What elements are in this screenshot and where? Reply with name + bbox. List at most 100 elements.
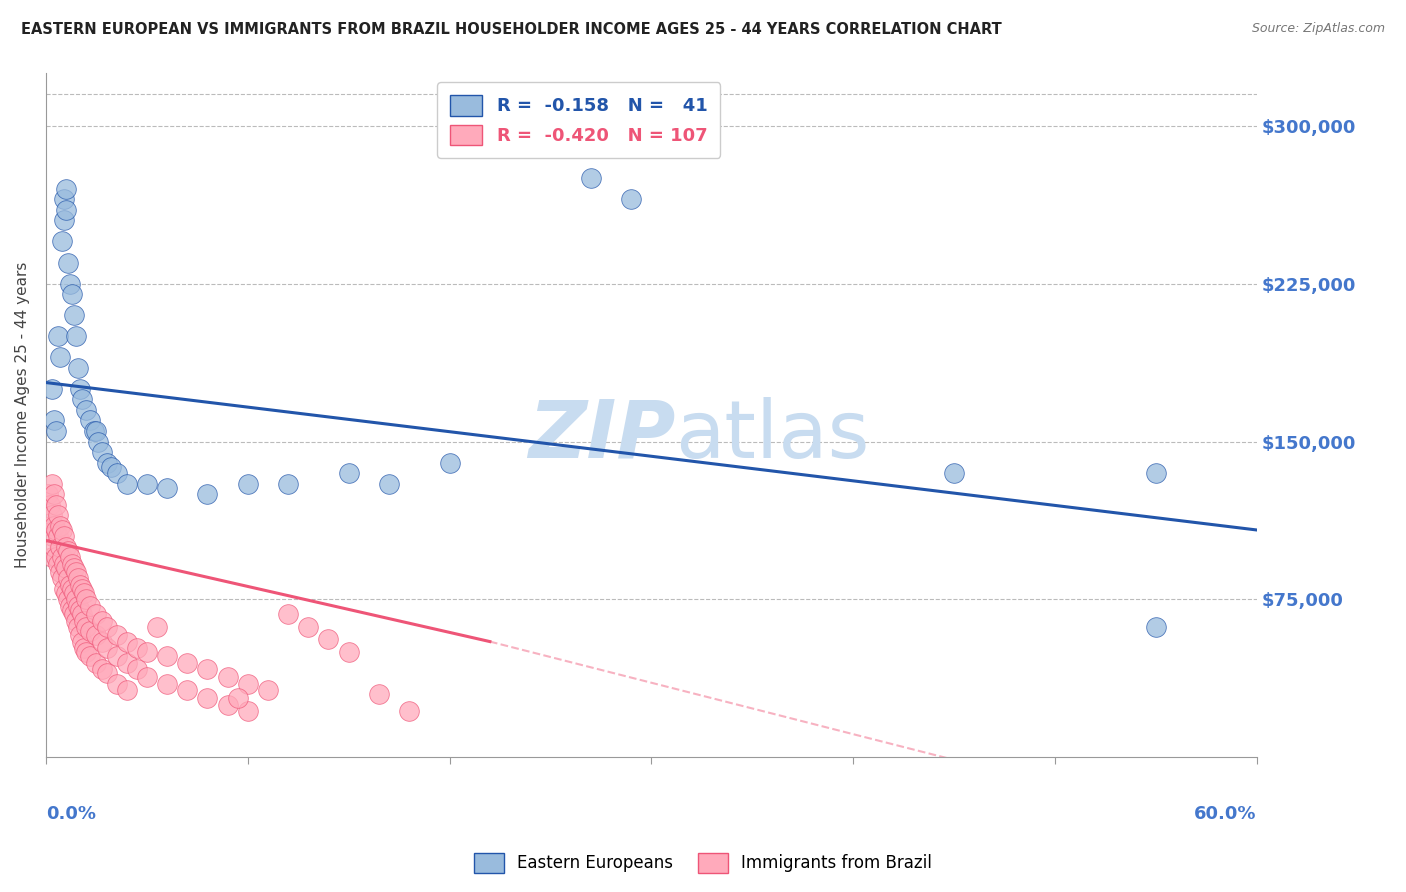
Point bbox=[51, 235, 73, 249]
Point bbox=[67, 620, 90, 634]
Point bbox=[65, 614, 87, 628]
Point bbox=[59, 277, 82, 291]
Point bbox=[236, 704, 259, 718]
Point bbox=[79, 624, 101, 638]
Point bbox=[49, 540, 72, 554]
Point bbox=[96, 640, 118, 655]
Point bbox=[236, 476, 259, 491]
Point bbox=[45, 523, 67, 537]
Point bbox=[55, 540, 77, 554]
Point bbox=[39, 518, 62, 533]
Point bbox=[337, 645, 360, 659]
Point bbox=[73, 614, 96, 628]
Point bbox=[75, 403, 97, 417]
Point bbox=[277, 476, 299, 491]
Point bbox=[96, 620, 118, 634]
Text: atlas: atlas bbox=[675, 397, 870, 475]
Point bbox=[49, 565, 72, 579]
Point bbox=[67, 360, 90, 375]
Point bbox=[46, 508, 69, 523]
Point bbox=[72, 634, 94, 648]
Point bbox=[41, 476, 63, 491]
Point bbox=[620, 192, 643, 206]
Point bbox=[46, 529, 69, 543]
Point bbox=[367, 687, 389, 701]
Point bbox=[87, 434, 110, 449]
Point bbox=[105, 466, 128, 480]
Point bbox=[86, 628, 108, 642]
Point bbox=[91, 634, 114, 648]
Point bbox=[65, 329, 87, 343]
Point bbox=[105, 676, 128, 690]
Point bbox=[53, 192, 76, 206]
Point bbox=[60, 603, 83, 617]
Text: 60.0%: 60.0% bbox=[1194, 805, 1257, 823]
Point bbox=[53, 582, 76, 596]
Point bbox=[63, 607, 86, 622]
Point bbox=[60, 557, 83, 571]
Point bbox=[579, 171, 602, 186]
Point bbox=[53, 557, 76, 571]
Point bbox=[45, 424, 67, 438]
Point bbox=[105, 649, 128, 664]
Point bbox=[156, 481, 179, 495]
Point bbox=[41, 508, 63, 523]
Point bbox=[91, 614, 114, 628]
Point bbox=[91, 662, 114, 676]
Point bbox=[398, 704, 420, 718]
Point bbox=[55, 202, 77, 217]
Point bbox=[156, 676, 179, 690]
Point bbox=[72, 582, 94, 596]
Point bbox=[176, 656, 198, 670]
Point bbox=[217, 698, 239, 712]
Point bbox=[56, 571, 79, 585]
Point bbox=[63, 308, 86, 322]
Point bbox=[55, 182, 77, 196]
Point bbox=[1144, 466, 1167, 480]
Point bbox=[39, 498, 62, 512]
Point bbox=[277, 607, 299, 622]
Point bbox=[37, 487, 59, 501]
Point bbox=[96, 666, 118, 681]
Point bbox=[42, 540, 65, 554]
Legend: Eastern Europeans, Immigrants from Brazil: Eastern Europeans, Immigrants from Brazi… bbox=[467, 847, 939, 880]
Point bbox=[60, 582, 83, 596]
Point bbox=[75, 592, 97, 607]
Point bbox=[51, 550, 73, 565]
Point bbox=[42, 487, 65, 501]
Point bbox=[55, 561, 77, 575]
Point bbox=[197, 487, 219, 501]
Point bbox=[146, 620, 169, 634]
Point bbox=[86, 607, 108, 622]
Point bbox=[197, 662, 219, 676]
Point bbox=[83, 424, 105, 438]
Point bbox=[197, 691, 219, 706]
Point bbox=[942, 466, 965, 480]
Point bbox=[378, 476, 401, 491]
Point bbox=[1144, 620, 1167, 634]
Point bbox=[318, 632, 340, 647]
Point bbox=[45, 498, 67, 512]
Point bbox=[72, 607, 94, 622]
Point bbox=[46, 557, 69, 571]
Point bbox=[72, 392, 94, 407]
Point bbox=[56, 255, 79, 269]
Point bbox=[156, 649, 179, 664]
Point bbox=[41, 382, 63, 396]
Point bbox=[49, 351, 72, 365]
Point bbox=[236, 676, 259, 690]
Point bbox=[59, 599, 82, 613]
Point bbox=[73, 640, 96, 655]
Point bbox=[96, 456, 118, 470]
Point bbox=[59, 578, 82, 592]
Point bbox=[67, 571, 90, 585]
Point bbox=[53, 529, 76, 543]
Point bbox=[63, 561, 86, 575]
Point bbox=[217, 670, 239, 684]
Point bbox=[79, 413, 101, 427]
Y-axis label: Householder Income Ages 25 - 44 years: Householder Income Ages 25 - 44 years bbox=[15, 262, 30, 568]
Point bbox=[69, 578, 91, 592]
Point bbox=[55, 586, 77, 600]
Point bbox=[115, 476, 138, 491]
Point bbox=[59, 550, 82, 565]
